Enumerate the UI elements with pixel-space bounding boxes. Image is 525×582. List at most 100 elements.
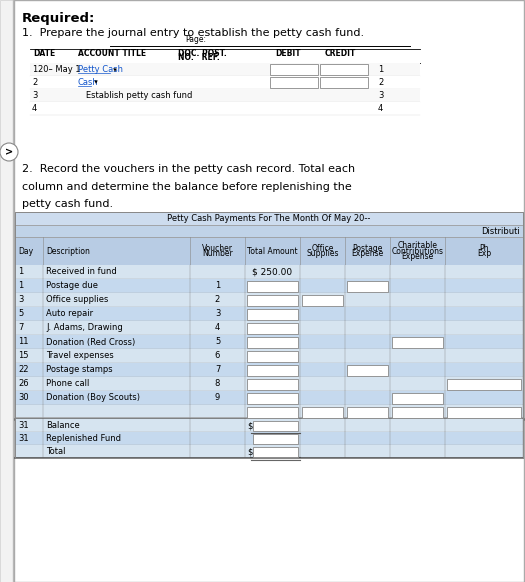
Text: 1: 1 <box>18 268 23 276</box>
Text: Number: Number <box>202 249 233 258</box>
Text: $: $ <box>247 447 253 456</box>
Text: Total: Total <box>46 447 66 456</box>
Bar <box>253 434 298 443</box>
Bar <box>347 406 388 417</box>
Bar <box>247 350 298 361</box>
Bar <box>15 405 523 419</box>
Bar <box>347 281 388 292</box>
Text: Cash: Cash <box>78 78 99 87</box>
Text: Postage: Postage <box>352 244 383 253</box>
Text: Office: Office <box>311 244 334 253</box>
Bar <box>15 321 523 335</box>
Text: ▾: ▾ <box>111 66 117 73</box>
Text: 31: 31 <box>18 434 29 443</box>
Text: Auto repair: Auto repair <box>46 310 93 318</box>
Bar <box>247 364 298 375</box>
Text: 31: 31 <box>18 421 29 430</box>
Text: 4: 4 <box>32 104 37 113</box>
Bar <box>15 293 523 307</box>
Text: Travel expenses: Travel expenses <box>46 352 114 360</box>
Bar <box>15 212 523 225</box>
Text: 15: 15 <box>18 352 28 360</box>
Bar <box>247 336 298 347</box>
Text: J. Adams, Drawing: J. Adams, Drawing <box>46 324 123 332</box>
Bar <box>15 265 523 279</box>
Bar <box>15 363 523 377</box>
Text: Balance: Balance <box>46 421 80 430</box>
Bar <box>270 64 318 75</box>
Bar <box>247 294 298 306</box>
Bar <box>302 294 343 306</box>
Bar <box>392 406 443 417</box>
Text: 3: 3 <box>18 296 24 304</box>
Text: Postage stamps: Postage stamps <box>46 365 113 374</box>
Bar <box>15 445 523 458</box>
Text: DATE: DATE <box>33 49 55 59</box>
Bar <box>247 281 298 292</box>
Text: 2: 2 <box>378 78 383 87</box>
Text: Description: Description <box>46 247 90 255</box>
Text: Day: Day <box>18 247 33 255</box>
Bar <box>447 378 521 389</box>
Bar <box>253 421 298 431</box>
Text: Petty Cash Payments For The Month Of May 20--: Petty Cash Payments For The Month Of May… <box>167 214 371 223</box>
Text: 30: 30 <box>18 393 29 403</box>
Text: Donation (Red Cross): Donation (Red Cross) <box>46 338 135 346</box>
Text: Ph: Ph <box>479 244 489 253</box>
Text: 3: 3 <box>378 91 383 100</box>
Bar <box>15 432 523 445</box>
Text: 250.00: 250.00 <box>279 65 309 74</box>
Text: 2.  Record the vouchers in the petty cash record. Total each: 2. Record the vouchers in the petty cash… <box>22 164 355 174</box>
Bar <box>392 392 443 403</box>
Text: Establish petty cash fund: Establish petty cash fund <box>78 91 192 100</box>
Bar <box>247 406 298 417</box>
Text: DOC. POST.: DOC. POST. <box>178 48 227 58</box>
Text: 1: 1 <box>378 65 383 74</box>
Text: Postage due: Postage due <box>46 282 98 290</box>
Bar <box>15 225 523 237</box>
Bar <box>347 364 388 375</box>
Bar <box>30 102 420 115</box>
Text: Required:: Required: <box>22 12 96 25</box>
Text: DEBIT: DEBIT <box>275 49 301 59</box>
Text: Received in fund: Received in fund <box>46 268 117 276</box>
Text: Page:: Page: <box>185 35 206 44</box>
Text: 1: 1 <box>215 282 220 290</box>
Bar <box>15 307 523 321</box>
Bar <box>247 322 298 333</box>
Bar <box>15 349 523 363</box>
Bar <box>15 391 523 405</box>
Text: 4: 4 <box>215 324 220 332</box>
Bar <box>302 406 343 417</box>
Text: NO.   REF.: NO. REF. <box>178 54 220 62</box>
Bar <box>15 335 523 349</box>
Text: 9: 9 <box>215 393 220 403</box>
Text: petty cash fund.: petty cash fund. <box>22 199 113 209</box>
Bar <box>320 77 368 88</box>
Text: $ 250.00: $ 250.00 <box>253 268 292 276</box>
Text: Supplies: Supplies <box>306 249 339 258</box>
Text: Distributi: Distributi <box>481 226 520 236</box>
Text: 5: 5 <box>18 310 23 318</box>
Text: 2: 2 <box>215 296 220 304</box>
Text: Contributions: Contributions <box>392 247 444 255</box>
Bar <box>15 419 523 432</box>
Text: Voucher: Voucher <box>202 244 233 253</box>
Bar <box>30 76 420 89</box>
Bar <box>270 77 318 88</box>
Text: 2: 2 <box>32 78 37 87</box>
Text: $: $ <box>247 421 253 430</box>
Text: CREDIT: CREDIT <box>325 49 356 59</box>
Bar <box>392 336 443 347</box>
Text: column and determine the balance before replenishing the: column and determine the balance before … <box>22 182 352 192</box>
Text: 250.00: 250.00 <box>330 78 359 87</box>
Text: Expense: Expense <box>402 252 434 261</box>
Text: Total Amount: Total Amount <box>247 247 298 255</box>
Text: 7: 7 <box>18 324 24 332</box>
Bar <box>15 237 523 265</box>
Text: 6: 6 <box>215 352 220 360</box>
Text: 5: 5 <box>215 338 220 346</box>
Text: 1: 1 <box>18 282 23 290</box>
Text: 8: 8 <box>215 379 220 389</box>
Bar <box>320 64 368 75</box>
